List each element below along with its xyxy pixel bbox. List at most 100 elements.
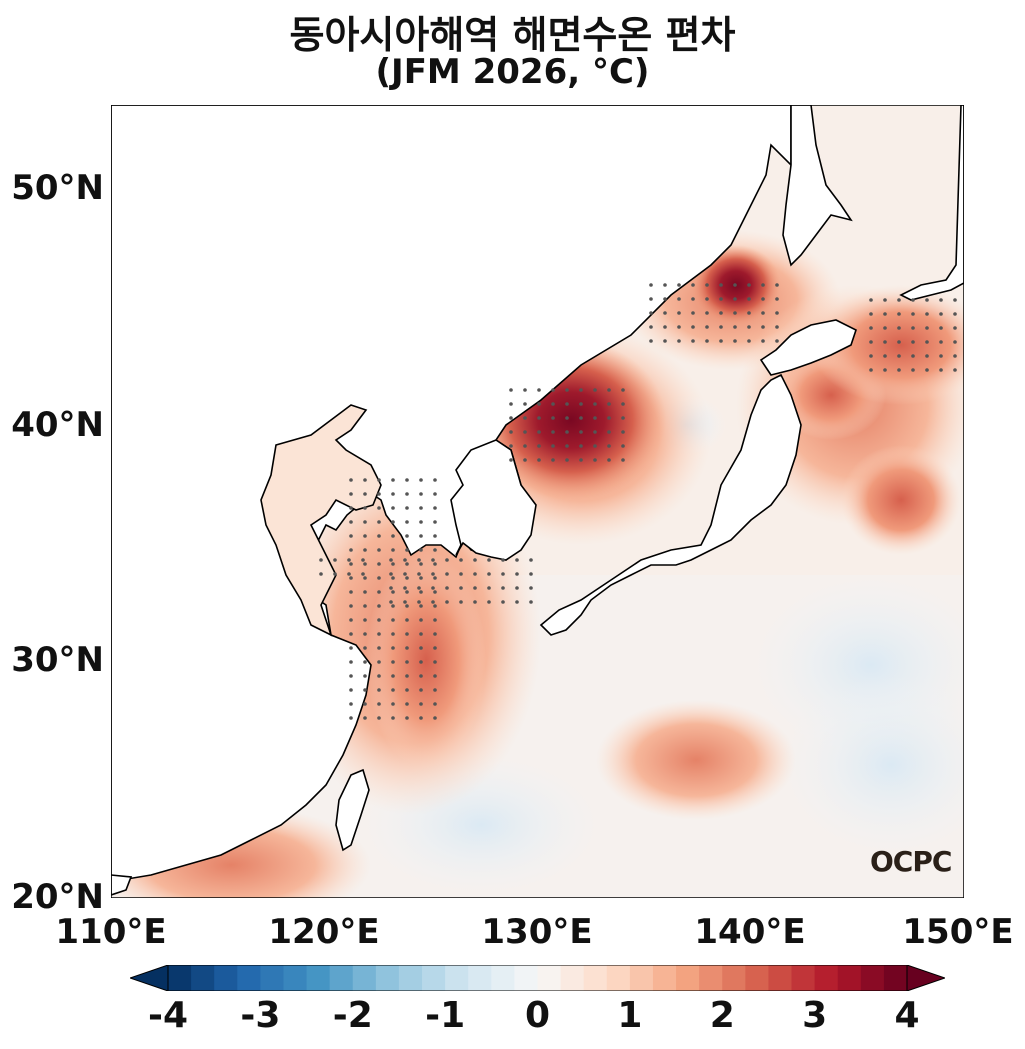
significance-dot — [551, 388, 555, 392]
significance-dot — [487, 600, 491, 604]
significance-dot — [523, 458, 527, 462]
significance-dot — [363, 506, 367, 510]
significance-dot — [607, 402, 611, 406]
significance-dot — [403, 586, 407, 590]
colorbar-tick-label: 1 — [617, 995, 643, 1036]
significance-dot — [663, 311, 667, 315]
significance-dot — [405, 716, 409, 720]
significance-dot — [939, 326, 943, 330]
significance-dot — [377, 534, 381, 538]
significance-dot — [953, 326, 957, 330]
significance-dot — [349, 590, 353, 594]
significance-dot — [391, 646, 395, 650]
significance-dot — [433, 534, 437, 538]
significance-dot — [405, 604, 409, 608]
significance-dot — [419, 506, 423, 510]
significance-dot — [349, 632, 353, 636]
significance-dot — [363, 688, 367, 692]
significance-dot — [433, 702, 437, 706]
significance-dot — [761, 339, 765, 343]
significance-dot — [953, 298, 957, 302]
colorbar-cell — [398, 965, 423, 991]
significance-dot — [391, 716, 395, 720]
significance-dot — [719, 325, 723, 329]
significance-dot — [733, 325, 737, 329]
significance-dot — [537, 416, 541, 420]
significance-dot — [621, 416, 625, 420]
significance-dot — [349, 520, 353, 524]
significance-dot — [391, 534, 395, 538]
significance-dot — [333, 558, 337, 562]
colorbar-cell — [514, 965, 538, 991]
significance-dot — [775, 339, 779, 343]
significance-dot — [419, 534, 423, 538]
significance-dot — [761, 297, 765, 301]
lon-label-150e: 150°E — [902, 912, 1014, 952]
colorbar-tick-label: -3 — [240, 995, 281, 1036]
significance-dot — [433, 646, 437, 650]
significance-dot — [883, 340, 887, 344]
significance-dot — [565, 458, 569, 462]
significance-dot — [565, 430, 569, 434]
significance-dot — [473, 600, 477, 604]
significance-dot — [433, 590, 437, 594]
significance-dot — [607, 388, 611, 392]
colorbar-tick-label: -2 — [332, 995, 373, 1036]
significance-dot — [405, 520, 409, 524]
significance-dot — [925, 368, 929, 372]
significance-dot — [593, 444, 597, 448]
significance-dot — [649, 297, 653, 301]
significance-dot — [377, 478, 381, 482]
significance-dot — [953, 368, 957, 372]
significance-dot — [405, 492, 409, 496]
significance-dot — [515, 600, 519, 604]
significance-dot — [705, 339, 709, 343]
significance-dot — [391, 590, 395, 594]
significance-dot — [459, 586, 463, 590]
significance-dot — [911, 312, 915, 316]
colorbar-cell — [676, 965, 700, 991]
significance-dot — [391, 478, 395, 482]
significance-dot — [883, 298, 887, 302]
significance-dot — [363, 604, 367, 608]
significance-dot — [593, 416, 597, 420]
significance-dot — [363, 646, 367, 650]
significance-dot — [501, 600, 505, 604]
significance-dot — [391, 702, 395, 706]
significance-dot — [363, 576, 367, 580]
significance-dot — [405, 548, 409, 552]
significance-dot — [537, 444, 541, 448]
significance-dot — [377, 548, 381, 552]
significance-dot — [705, 297, 709, 301]
significance-dot — [515, 558, 519, 562]
colorbar-tick-label: 2 — [709, 995, 735, 1036]
colorbar-tick-label: -1 — [425, 995, 466, 1036]
significance-dot — [529, 600, 533, 604]
significance-dot — [403, 572, 407, 576]
significance-dot — [391, 674, 395, 678]
significance-dot — [621, 430, 625, 434]
significance-dot — [377, 688, 381, 692]
significance-dot — [733, 311, 737, 315]
significance-dot — [459, 600, 463, 604]
significance-dot — [551, 430, 555, 434]
significance-dot — [445, 558, 449, 562]
significance-dot — [391, 492, 395, 496]
significance-dot — [509, 388, 513, 392]
significance-dot — [445, 600, 449, 604]
significance-dot — [405, 478, 409, 482]
significance-dot — [501, 586, 505, 590]
significance-dot — [361, 572, 365, 576]
significance-dot — [433, 548, 437, 552]
significance-dot — [775, 283, 779, 287]
lat-label-30n: 30°N — [11, 640, 104, 680]
sst-anomaly-map — [111, 105, 964, 898]
significance-dot — [747, 297, 751, 301]
significance-dot — [363, 702, 367, 706]
significance-dot — [607, 430, 611, 434]
colorbar-cell — [560, 965, 585, 991]
significance-dot — [925, 354, 929, 358]
significance-dot — [939, 354, 943, 358]
significance-dot — [911, 368, 915, 372]
significance-dot — [869, 298, 873, 302]
